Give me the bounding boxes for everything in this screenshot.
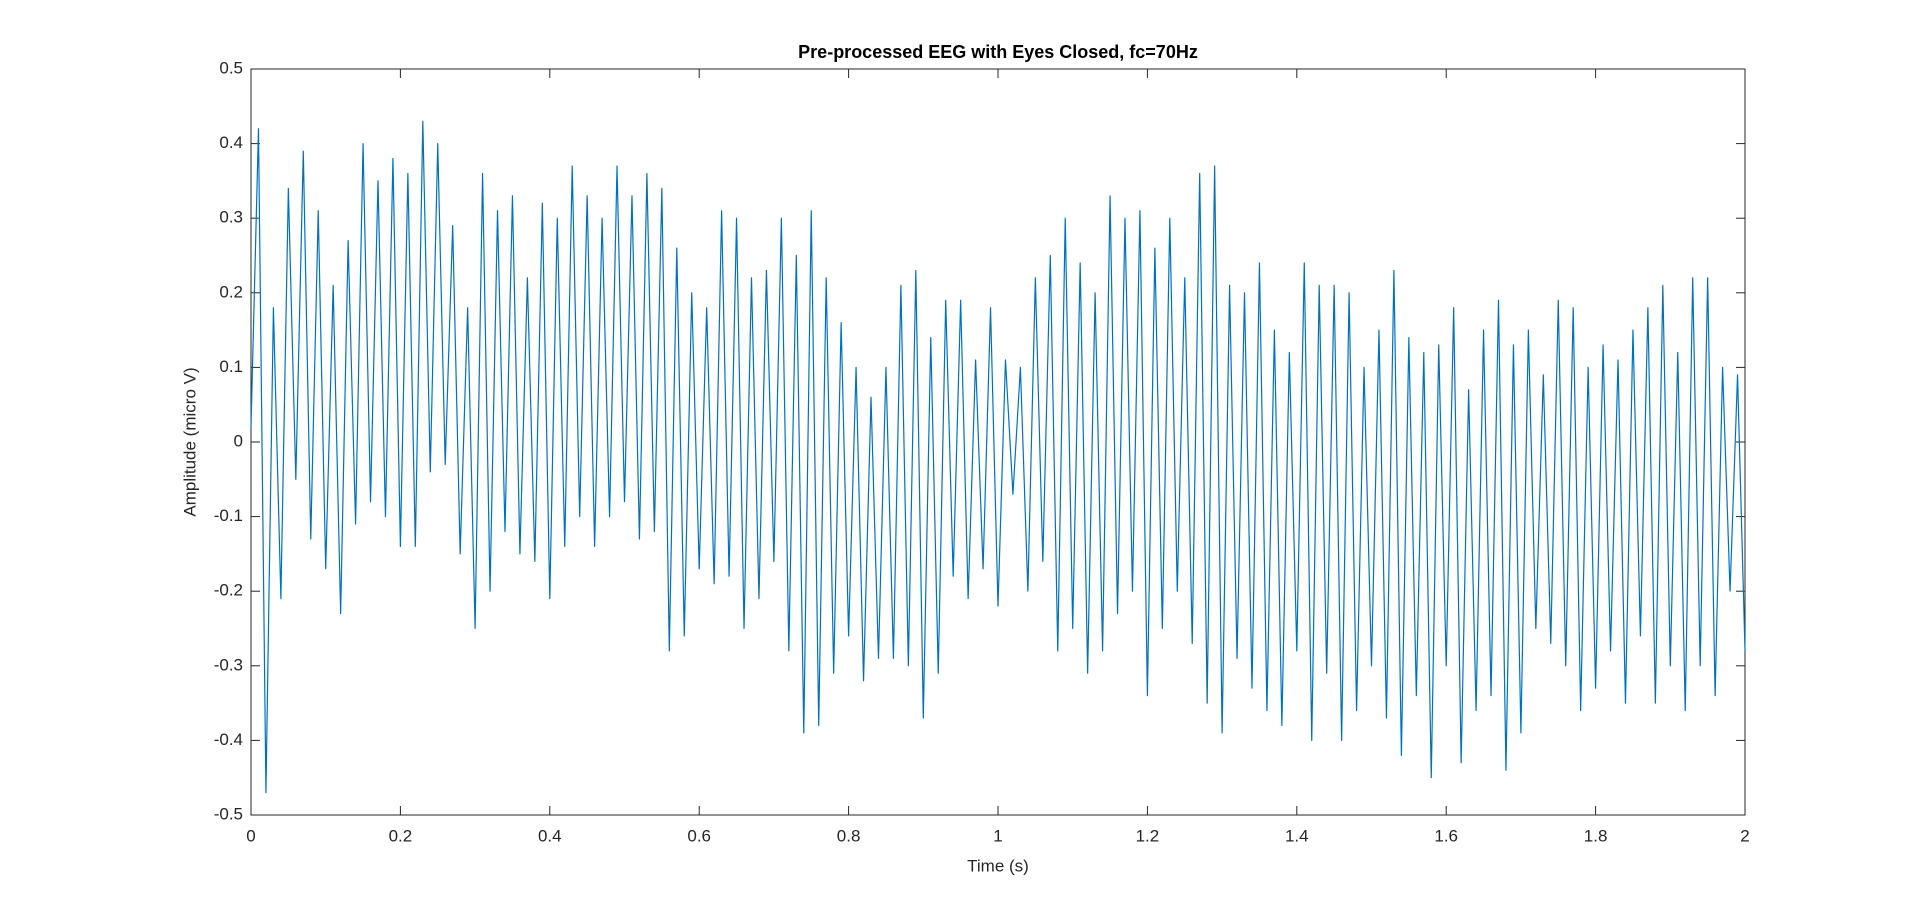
y-tick-label: 0.2 [219, 282, 243, 301]
y-tick-label: 0.3 [219, 208, 243, 227]
y-tick-label: -0.2 [214, 581, 243, 600]
y-tick-label: -0.5 [214, 804, 243, 823]
x-tick-label: 2 [1740, 826, 1749, 845]
x-tick-label: 0.8 [837, 826, 861, 845]
y-tick-label: 0.4 [219, 133, 243, 152]
chart-title: Pre-processed EEG with Eyes Closed, fc=7… [798, 42, 1198, 62]
x-tick-label: 0.2 [389, 826, 413, 845]
y-axis-label: Amplitude (micro V) [180, 367, 199, 516]
x-tick-label: 0 [246, 826, 255, 845]
y-tick-label: -0.1 [214, 506, 243, 525]
x-tick-label: 0.4 [538, 826, 562, 845]
x-axis-label: Time (s) [967, 856, 1029, 875]
data-line [250, 120, 1746, 794]
x-tick-label: 1.8 [1584, 826, 1608, 845]
y-tick-label: 0.5 [219, 58, 243, 77]
x-tick-label: 1 [993, 826, 1002, 845]
y-tick-label: 0.1 [219, 357, 243, 376]
y-tick-label: -0.3 [214, 655, 243, 674]
x-tick-label: 1.4 [1285, 826, 1309, 845]
y-tick-label: -0.4 [214, 730, 243, 749]
y-tick-label: 0 [234, 431, 243, 450]
x-tick-label: 1.6 [1434, 826, 1458, 845]
x-tick-label: 1.2 [1136, 826, 1160, 845]
x-tick-label: 0.6 [687, 826, 711, 845]
